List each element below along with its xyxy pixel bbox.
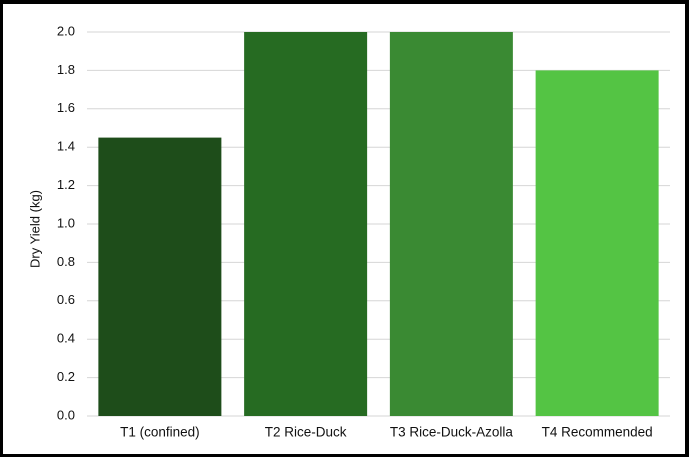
y-tick-label: 0.2	[57, 369, 75, 384]
x-category-label: T1 (confined)	[120, 425, 200, 440]
y-tick-label: 1.2	[57, 177, 75, 192]
y-tick-label: 1.4	[57, 139, 75, 154]
bar	[389, 32, 513, 416]
y-tick-label: 0.4	[57, 331, 75, 346]
y-tick-label: 1.6	[57, 100, 75, 115]
bar	[535, 70, 659, 417]
y-tick-label: 0.0	[57, 407, 75, 422]
x-category-label: T2 Rice-Duck	[265, 425, 347, 440]
bar-chart: 0.0 0.2 0.4 0.6 0.8 1.0 1.2 1.4 1.6 1.8 2.0 T1 (co…	[27, 23, 670, 440]
y-tick-label: 1.0	[57, 215, 75, 230]
y-axis-title: Dry Yield (kg)	[27, 190, 42, 268]
x-category-label: T3 Rice-Duck-Azolla	[390, 425, 514, 440]
bars	[98, 32, 659, 417]
y-tick-label: 0.8	[57, 254, 75, 269]
y-tick-label: 0.6	[57, 292, 75, 307]
y-tick-label: 2.0	[57, 23, 75, 38]
x-category-label: T4 Recommended	[542, 425, 653, 440]
y-axis-ticks: 0.0 0.2 0.4 0.6 0.8 1.0 1.2 1.4 1.6 1.8 2.0	[57, 23, 75, 422]
bar	[98, 137, 222, 416]
x-axis-labels: T1 (confined) T2 Rice-Duck T3 Rice-Duck-Az…	[120, 425, 653, 440]
bar	[244, 32, 368, 416]
y-tick-label: 1.8	[57, 62, 75, 77]
